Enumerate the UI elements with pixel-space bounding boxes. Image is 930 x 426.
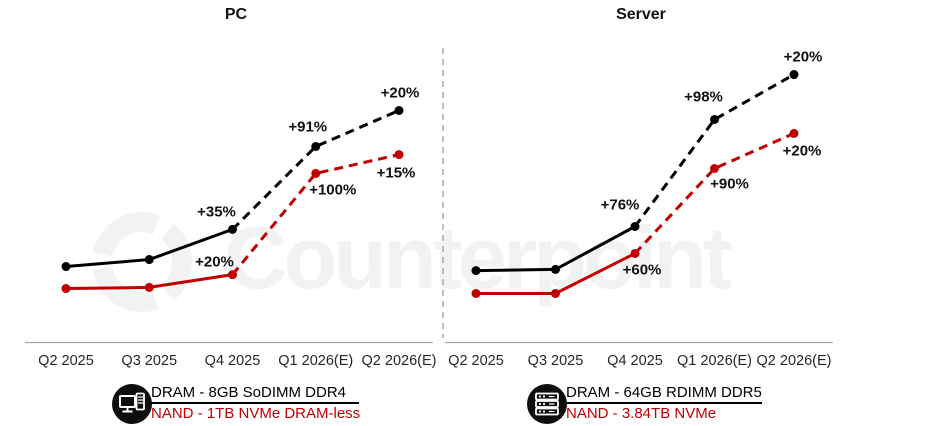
data-point-marker (789, 70, 799, 80)
data-point-marker (630, 248, 640, 258)
legend-pc: DRAM - 8GB SoDIMM DDR4 NAND - 1TB NVMe D… (111, 383, 361, 425)
data-point-marker (789, 128, 799, 138)
data-point-marker (551, 264, 560, 274)
panel-title-server: Server (616, 6, 666, 23)
annotation-label: +20% (380, 84, 420, 101)
annotation-label: +20% (195, 253, 234, 271)
annotation-label: +15% (376, 164, 416, 182)
watermark-logo-icon (92, 212, 192, 312)
annotation-label: +20% (783, 48, 823, 66)
x-axis-label: Q1 2026(E) (278, 353, 354, 369)
server-icon (527, 384, 567, 424)
data-point-marker (710, 164, 719, 173)
legend-dram-label-pc: DRAM - 8GB SoDIMM DDR4 (151, 384, 359, 404)
data-point-marker (311, 168, 321, 178)
annotation-label: +90% (710, 175, 749, 192)
x-axis-label: Q2 2026(E) (361, 353, 437, 369)
x-axis-label: Q3 2025 (121, 353, 178, 369)
data-point-marker (630, 222, 640, 231)
annotation-label: +60% (622, 261, 662, 279)
data-point-marker (471, 266, 481, 276)
data-point-marker (61, 262, 71, 272)
data-point-marker (710, 114, 719, 124)
data-point-marker (551, 288, 560, 298)
panel-title-pc: PC (224, 6, 248, 23)
annotation-label: +20% (782, 142, 822, 160)
annotation-label: +76% (600, 196, 640, 213)
data-point-marker (394, 150, 404, 160)
data-point-marker (144, 282, 154, 292)
x-axis-label: Q2 2025 (448, 353, 504, 369)
data-point-marker (311, 141, 321, 151)
x-axis-label: Q4 2025 (607, 353, 663, 369)
legend-dram-label-server: DRAM - 64GB RDIMM DDR5 (566, 384, 762, 404)
x-axis-label: Q2 2025 (38, 353, 94, 369)
annotation-label: +91% (288, 118, 328, 136)
legend-nand-label-server: NAND - 3.84TB NVMe (566, 405, 717, 422)
data-point-marker (471, 288, 481, 298)
x-axis-label: Q2 2026(E) (756, 353, 832, 369)
data-point-marker (228, 224, 237, 234)
data-point-marker (61, 284, 71, 294)
series-line-forecast (231, 153, 400, 276)
legend-server: DRAM - 64GB RDIMM DDR5 NAND - 3.84TB NVM… (526, 383, 762, 425)
x-axis-label: Q3 2025 (527, 353, 584, 369)
data-point-marker (228, 270, 237, 280)
x-axis-label: Q1 2026(E) (677, 353, 752, 369)
data-point-marker (394, 106, 404, 115)
x-axis-label: Q4 2025 (204, 353, 261, 369)
data-point-marker (144, 255, 154, 265)
annotation-label: +98% (684, 88, 723, 106)
annotation-label: +100% (309, 181, 357, 199)
series-line-forecast (633, 132, 795, 255)
annotation-label: +35% (197, 203, 236, 221)
legend-nand-label-pc: NAND - 1TB NVMe DRAM-less (151, 405, 361, 422)
pc-icon (112, 384, 152, 424)
